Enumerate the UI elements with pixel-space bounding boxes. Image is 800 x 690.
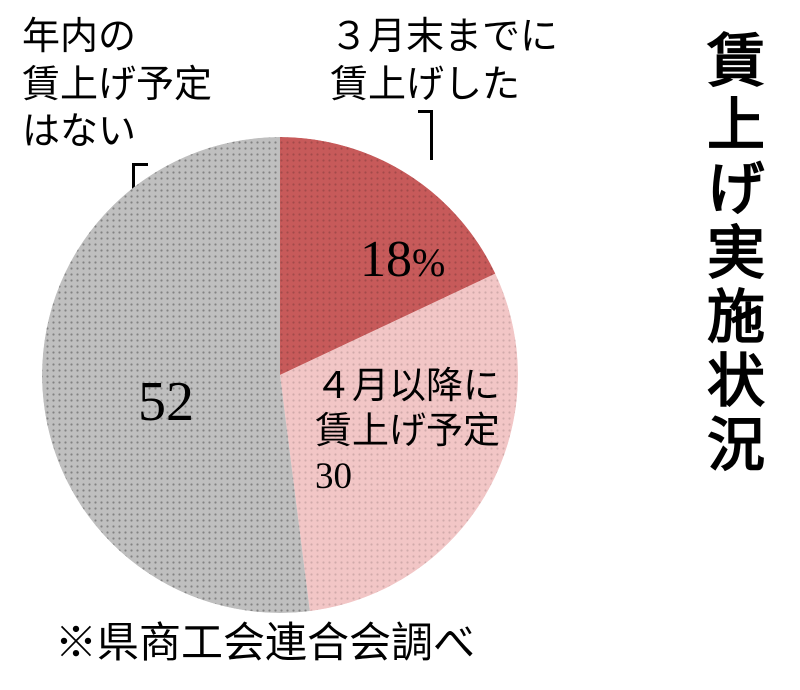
label-no-plan-line2: 賃上げ予定 <box>22 64 212 106</box>
chart-title: 賃上げ実施状況 <box>688 30 772 478</box>
label-from-april-line1: ４月以降に <box>315 366 500 407</box>
value-18: 18 <box>360 231 412 288</box>
label-by-march: ３月末までに 賃上げした <box>330 14 558 109</box>
value-no-plan: 52 <box>138 370 194 434</box>
label-by-march-line2: 賃上げした <box>330 64 520 106</box>
label-from-april-line3: 30 <box>315 456 352 497</box>
value-by-march: 18% <box>360 230 445 289</box>
footnote: ※県商工会連合会調べ <box>55 609 475 670</box>
label-by-march-line1: ３月末までに <box>330 16 558 58</box>
pct-suffix: % <box>412 240 445 285</box>
label-no-plan-line1: 年内の <box>22 16 136 58</box>
label-from-april-line2: 賃上げ予定 <box>315 411 500 452</box>
label-from-april: ４月以降に 賃上げ予定 30 <box>315 364 500 499</box>
